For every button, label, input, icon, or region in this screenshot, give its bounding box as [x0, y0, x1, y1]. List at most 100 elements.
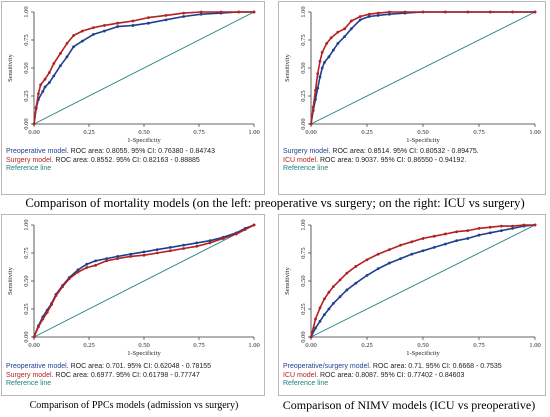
series-point-0	[399, 257, 402, 260]
legend-entry: Preoperative/surgery model. ROC area: 0.…	[283, 363, 502, 372]
series-point-1	[318, 59, 322, 63]
series-point-1	[314, 89, 317, 92]
legend-series-name: Reference line	[283, 380, 329, 388]
y-tick-label: 0.50	[23, 275, 30, 286]
series-point-1	[349, 19, 353, 23]
series-point-0	[511, 226, 514, 230]
series-point-1	[354, 265, 358, 268]
series-point-0	[336, 41, 340, 45]
series-point-1	[309, 335, 313, 339]
series-line-0	[33, 11, 254, 125]
series-point-0	[52, 74, 56, 78]
series-point-1	[320, 50, 324, 54]
y-tick-label: 0.25	[23, 303, 30, 314]
series-point-1	[376, 11, 380, 15]
series-point-1	[323, 297, 326, 301]
chart-legend: Preoperative model. ROC area: 0.8055. 95…	[6, 148, 215, 174]
series-point-0	[142, 250, 146, 254]
x-tick-label: 0.75	[193, 129, 204, 136]
series-point-0	[195, 241, 199, 245]
y-axis-label: Sensitivity	[7, 266, 14, 295]
series-line-1	[33, 11, 254, 125]
series-point-1	[103, 24, 106, 27]
y-axis-label: Sensitivity	[7, 53, 14, 82]
series-point-1	[488, 225, 492, 229]
series-point-1	[48, 71, 51, 74]
series-point-1	[488, 10, 492, 14]
legend-roc-stats: . ROC area: 0.8087. 95% CI: 0.77402 - 0.…	[316, 371, 465, 379]
series-point-1	[376, 252, 380, 256]
series-point-0	[164, 18, 168, 22]
series-point-1	[235, 232, 238, 236]
y-tick-label: 0.75	[23, 247, 30, 258]
y-axis-label: Sensitivity	[284, 53, 291, 82]
series-point-1	[131, 19, 135, 23]
series-point-1	[522, 223, 526, 227]
series-point-0	[365, 274, 369, 277]
series-point-1	[318, 306, 322, 310]
x-tick-label: 0.00	[305, 342, 316, 349]
series-line-1	[310, 11, 535, 125]
legend-entry: Reference line	[6, 165, 215, 174]
series-point-1	[54, 294, 58, 297]
legend-series-name: Reference line	[6, 380, 52, 388]
series-point-0	[182, 15, 186, 18]
series-point-0	[466, 237, 470, 240]
series-point-0	[85, 262, 89, 266]
series-point-1	[94, 263, 97, 267]
series-point-0	[116, 254, 119, 258]
series-point-1	[105, 259, 108, 263]
series-point-1	[92, 26, 95, 30]
y-tick-label: 0.00	[300, 331, 307, 342]
series-point-1	[129, 254, 133, 258]
series-point-0	[354, 281, 358, 285]
y-axis-label: Sensitivity	[284, 266, 291, 295]
roc-chart-svg: 0.00 0.25 0.50 0.75 1.00 0.00 0.25 0.50 0.75 1.00…	[7, 219, 260, 357]
series-point-1	[237, 10, 241, 14]
series-point-1	[32, 335, 36, 339]
x-tick-label: 0.25	[83, 342, 94, 349]
series-point-0	[199, 12, 203, 16]
chart-panel-mortality-preop-vs-surgery: 0.00 0.25 0.50 0.75 1.00 0.00 0.25 0.50 0.75 1.00…	[1, 1, 265, 195]
y-tick-label: 1.00	[300, 6, 307, 17]
series-point-1	[67, 277, 71, 281]
caption-mortality: Comparison of mortality models (on the l…	[25, 196, 525, 210]
series-point-1	[403, 10, 407, 14]
y-tick-label: 0.00	[23, 331, 30, 342]
series-point-1	[81, 29, 84, 33]
series-point-1	[116, 257, 119, 260]
legend-roc-stats: . ROC area: 0.9037. 95% CI: 0.86550 - 0.…	[316, 156, 467, 164]
series-point-1	[37, 92, 40, 96]
series-point-1	[182, 11, 186, 15]
caption-ppcs: Comparison of PPCs models (admission vs …	[29, 400, 239, 411]
y-tick-label: 1.00	[300, 219, 307, 230]
x-tick-label: 0.50	[417, 342, 428, 349]
series-point-0	[358, 18, 362, 22]
series-point-1	[65, 41, 69, 45]
series-point-1	[169, 249, 172, 253]
series-point-1	[466, 229, 470, 232]
legend-roc-stats: . ROC area: 0.71. 95% CI: 0.6668 - 0.753…	[369, 363, 502, 370]
series-point-0	[81, 39, 84, 43]
series-point-0	[388, 12, 391, 16]
y-tick-label: 0.25	[300, 90, 307, 101]
series-point-1	[327, 290, 331, 294]
series-point-1	[195, 244, 199, 248]
legend-series-name: Preoperative model	[6, 148, 67, 155]
series-point-1	[252, 223, 256, 227]
series-point-1	[32, 122, 36, 126]
series-point-0	[155, 248, 159, 252]
series-point-1	[332, 285, 335, 288]
x-axis-label: 1-Specificity	[406, 137, 440, 144]
x-tick-label: 0.00	[28, 342, 39, 349]
series-point-1	[343, 27, 346, 31]
series-point-1	[45, 310, 49, 314]
series-point-1	[147, 16, 150, 19]
series-point-1	[388, 10, 391, 14]
series-point-1	[85, 266, 89, 269]
series-point-1	[511, 10, 514, 14]
series-point-1	[314, 317, 317, 321]
reference-line	[33, 11, 255, 125]
series-point-1	[533, 10, 537, 14]
series-point-0	[182, 243, 186, 247]
